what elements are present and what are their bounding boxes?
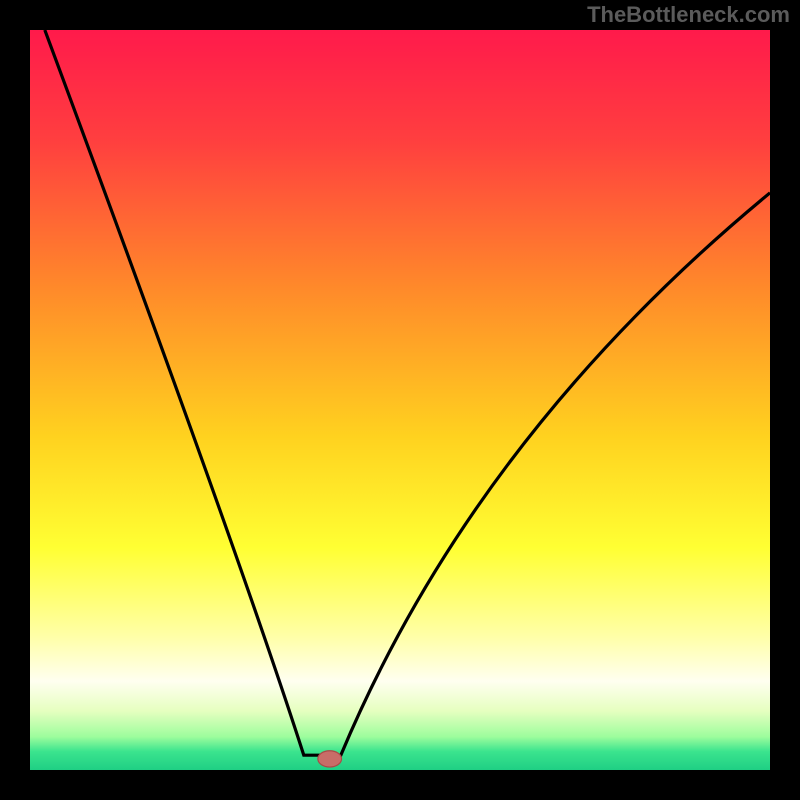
watermark-text: TheBottleneck.com [587,2,790,28]
curve-layer [30,30,770,770]
plot-area [30,30,770,770]
chart-frame: TheBottleneck.com [0,0,800,800]
bottleneck-curve [45,30,770,755]
marker-dot [318,751,342,767]
